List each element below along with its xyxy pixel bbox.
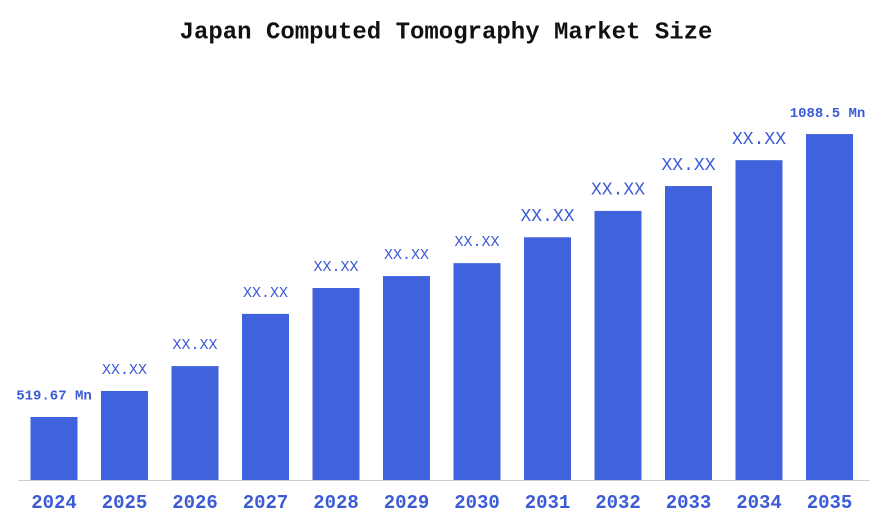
bar [30,416,78,480]
x-tick-label: 2030 [454,492,500,514]
value-label: XX.XX [172,337,217,354]
x-tick-label: 2032 [595,492,641,514]
bar [665,186,712,480]
bar [594,210,642,480]
x-tick-label: 2033 [666,492,712,514]
x-tick-label: 2026 [172,492,218,514]
x-tick-label: 2029 [384,492,430,514]
bar [101,390,148,480]
value-label: XX.XX [102,362,147,379]
value-label: XX.XX [384,247,429,264]
x-tick-label: 2027 [243,492,289,514]
bar [524,237,571,480]
x-tick-label: 2031 [525,492,571,514]
bar [453,263,501,480]
x-tick-label: 2028 [313,492,359,514]
bar [806,134,853,480]
bar [171,366,219,480]
value-label: XX.XX [661,156,715,176]
value-label: XX.XX [313,259,358,276]
x-tick-label: 2024 [31,492,77,514]
value-label: 1088.5 Mn [790,106,866,122]
x-tick-label: 2034 [736,492,782,514]
x-tick-label: 2025 [102,492,148,514]
value-label: 519.67 Mn [16,389,92,405]
value-label: XX.XX [591,181,645,201]
x-tick-label: 2035 [807,492,853,514]
value-label: XX.XX [520,207,574,227]
value-label: XX.XX [732,130,786,150]
bar [383,276,430,480]
bar [242,313,289,480]
value-label: XX.XX [454,234,499,251]
chart-title: Japan Computed Tomography Market Size [180,19,713,46]
bar [735,160,783,481]
bar [312,288,360,480]
value-label: XX.XX [243,285,288,302]
